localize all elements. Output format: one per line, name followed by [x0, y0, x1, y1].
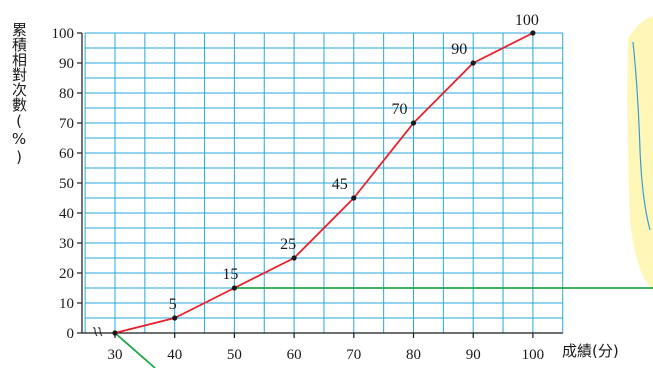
- x-tick-label: 30: [108, 347, 123, 363]
- x-tick-label: 50: [227, 347, 242, 363]
- x-axis-label: 成績(分): [562, 340, 619, 361]
- data-label: 100: [515, 12, 539, 29]
- y-tick-label: 10: [59, 296, 74, 312]
- x-tick-label: 40: [167, 347, 182, 363]
- data-label: 70: [392, 101, 408, 118]
- y-axis-label: 累積相對次數(%): [8, 22, 28, 166]
- data-label: 15: [222, 266, 238, 283]
- axis-break-mark: [93, 328, 97, 336]
- data-point: [232, 285, 237, 290]
- data-label: 45: [332, 176, 348, 193]
- decor-layer: [627, 16, 653, 290]
- y-tick-label: 90: [59, 56, 74, 72]
- y-tick-label: 0: [67, 326, 75, 342]
- data-point: [172, 315, 177, 320]
- x-tick-label: 90: [466, 347, 481, 363]
- data-point: [351, 195, 356, 200]
- x-tick-label: 100: [522, 347, 545, 363]
- data-point: [471, 60, 476, 65]
- data-point: [411, 120, 416, 125]
- data-label: 25: [280, 236, 296, 253]
- data-point: [292, 255, 297, 260]
- y-tick-label: 40: [59, 206, 74, 222]
- x-tick-label: 70: [346, 347, 361, 363]
- data-point: [530, 30, 535, 35]
- y-tick-label: 80: [59, 86, 74, 102]
- y-tick-label: 50: [59, 176, 74, 192]
- x-tick-label: 60: [287, 347, 302, 363]
- data-point: [112, 330, 117, 335]
- y-tick-label: 30: [59, 236, 74, 252]
- y-tick-label: 100: [52, 26, 75, 42]
- y-tick-label: 20: [59, 266, 74, 282]
- data-label: 90: [451, 41, 467, 58]
- y-tick-label: 70: [59, 116, 74, 132]
- x-tick-label: 80: [406, 347, 421, 363]
- tick-labels: 0 10 20 30 40 50 60 70 80 90 100 30 40 50 60 70 80 90 100: [52, 26, 545, 363]
- y-tick-label: 60: [59, 146, 74, 162]
- axis-break-mark: [98, 328, 102, 336]
- axes: [77, 33, 563, 338]
- data-label: 5: [169, 296, 177, 313]
